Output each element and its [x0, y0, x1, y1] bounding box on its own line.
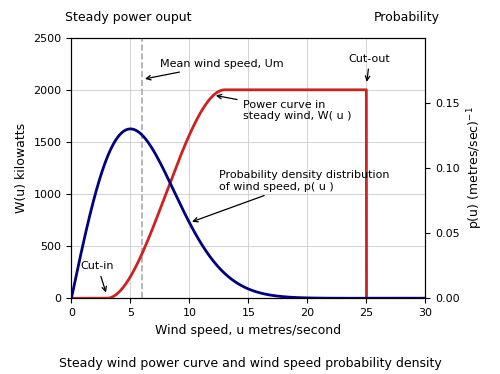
- Y-axis label: p(u) (metres/sec)$^{-1}$: p(u) (metres/sec)$^{-1}$: [466, 107, 485, 230]
- Text: Probability density distribution
of wind speed, p( u ): Probability density distribution of wind…: [194, 170, 390, 222]
- Text: Power curve in
steady wind, W( u ): Power curve in steady wind, W( u ): [217, 94, 351, 122]
- Y-axis label: W(u) kilowatts: W(u) kilowatts: [15, 123, 28, 213]
- Text: Steady power ouput: Steady power ouput: [65, 11, 192, 24]
- Text: Cut-in: Cut-in: [81, 261, 114, 291]
- X-axis label: Wind speed, u metres/second: Wind speed, u metres/second: [156, 324, 342, 337]
- Text: Probability: Probability: [374, 11, 440, 24]
- Text: Mean wind speed, Um: Mean wind speed, Um: [146, 59, 284, 80]
- Text: Cut-out: Cut-out: [349, 53, 391, 80]
- Text: Steady wind power curve and wind speed probability density: Steady wind power curve and wind speed p…: [58, 357, 442, 370]
